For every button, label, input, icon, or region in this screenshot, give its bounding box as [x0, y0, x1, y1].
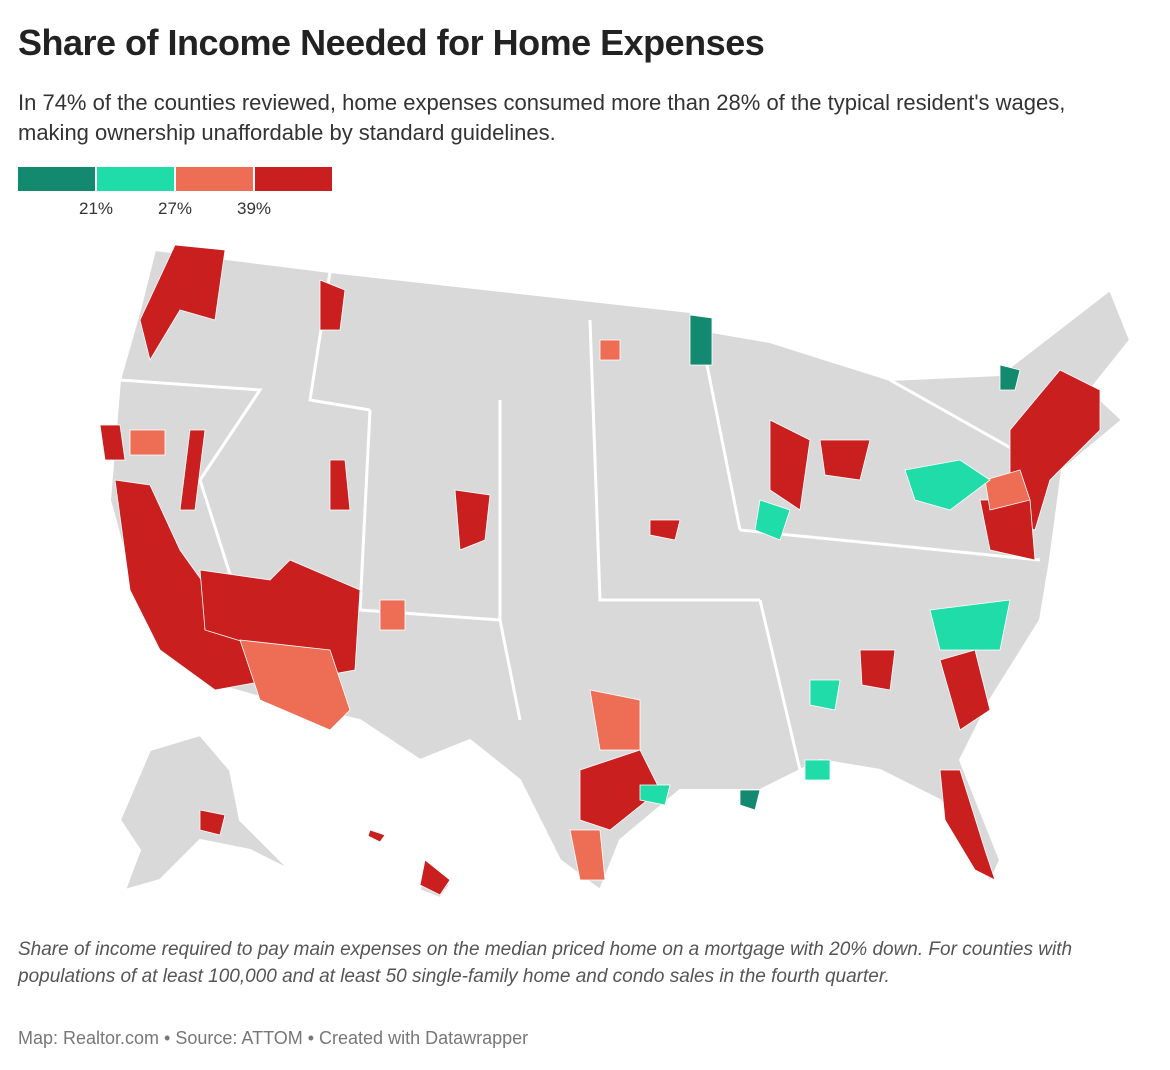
credit: Map: Realtor.com • Source: ATTOM • Creat…: [18, 1028, 529, 1048]
county-group: [367, 829, 386, 843]
county-group: [859, 649, 896, 691]
county-group: [569, 829, 606, 881]
legend-swatch: [255, 167, 332, 191]
legend-swatch: [18, 167, 95, 191]
title: Share of Income Needed for Home Expenses: [18, 22, 765, 63]
county-group: [754, 499, 791, 541]
county-group: [99, 424, 126, 461]
county-group: [769, 419, 811, 511]
county-group: [639, 784, 671, 806]
county-group: [589, 689, 641, 751]
county-group: [319, 279, 346, 331]
legend-swatch: [176, 167, 253, 191]
county-group: [379, 599, 406, 631]
county-group: [649, 519, 681, 541]
legend-label: 39%: [237, 199, 271, 218]
county-group: [129, 429, 166, 456]
county-group: [929, 599, 1011, 651]
county-group: [984, 469, 1031, 511]
county-shading: [99, 244, 1101, 896]
legend-label: 21%: [79, 199, 113, 218]
state-lines: [119, 271, 1051, 771]
notes: Share of income required to pay main exp…: [18, 939, 1073, 987]
map: [99, 244, 1132, 900]
county-group: [999, 364, 1021, 391]
county-group: [199, 809, 226, 836]
county-group: [804, 759, 831, 781]
county-group: [739, 789, 761, 811]
county-group: [329, 459, 351, 511]
county-group: [689, 314, 713, 366]
county-group: [599, 339, 621, 361]
county-group: [179, 429, 206, 511]
county-group: [809, 679, 841, 711]
county-group: [579, 749, 661, 831]
legend-label: 27%: [158, 199, 192, 218]
county-group: [419, 859, 451, 896]
county-group: [139, 244, 226, 362]
county-group: [904, 459, 991, 511]
county-group: [454, 489, 491, 551]
county-group: [939, 769, 996, 881]
legend: 21% 27% 39%: [18, 167, 332, 218]
subtitle: In 74% of the counties reviewed, home ex…: [18, 90, 1066, 145]
county-group: [239, 639, 351, 731]
legend-swatch: [97, 167, 174, 191]
county-group: [819, 439, 871, 481]
county-group: [939, 649, 991, 731]
